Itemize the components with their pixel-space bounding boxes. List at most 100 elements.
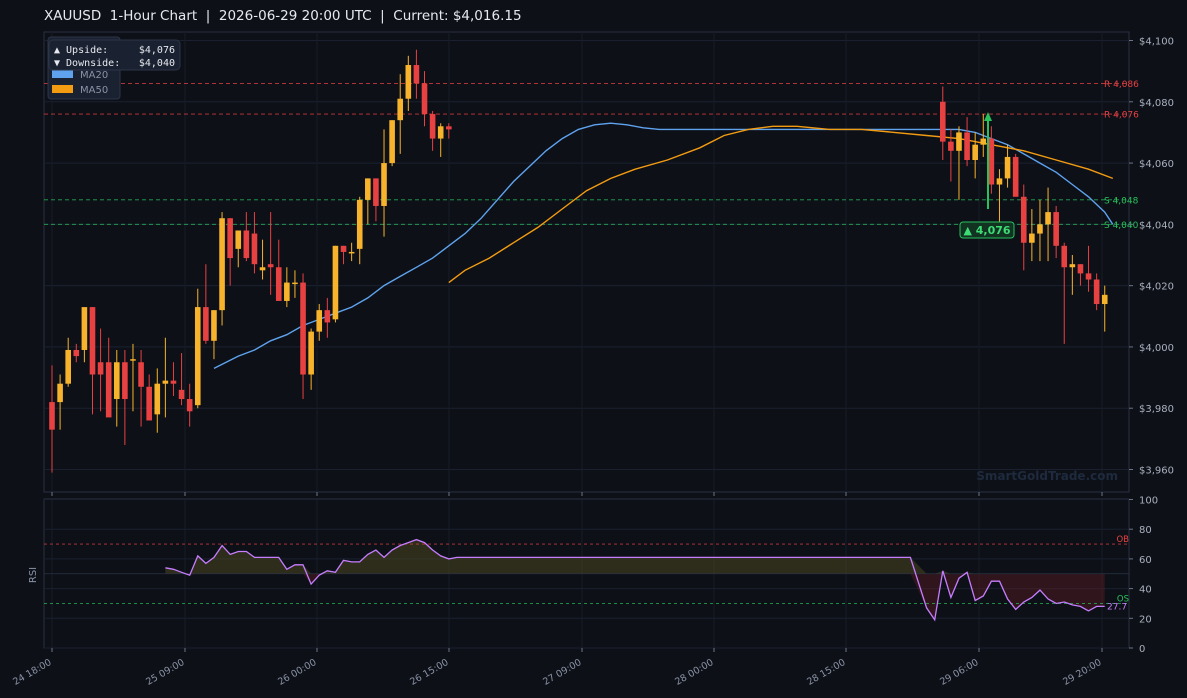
candle-body xyxy=(332,245,339,320)
candle-body xyxy=(162,380,169,384)
candle-body xyxy=(219,218,225,311)
candle-body xyxy=(1093,279,1100,305)
price-tick-label: $4,100 xyxy=(1139,37,1174,48)
time-tick-label: 29 06:00 xyxy=(938,657,980,688)
candle-body xyxy=(65,349,71,384)
candle-body xyxy=(1020,196,1027,243)
candle-body xyxy=(340,245,347,252)
candle-body xyxy=(89,307,96,375)
candle-body xyxy=(275,267,282,301)
candle-body xyxy=(988,138,995,185)
candle-body xyxy=(397,98,404,121)
candle-body xyxy=(381,163,387,206)
candle-body xyxy=(429,114,436,139)
candle-body xyxy=(211,310,217,341)
oversold-label: OS xyxy=(1117,594,1129,604)
candle-body xyxy=(1053,212,1059,246)
downside-value: $4,040 xyxy=(139,58,175,69)
info-box: MA20 MA50 ▲ Upside: $4,076 ▼ Downside: $… xyxy=(47,36,181,100)
candle-body xyxy=(972,144,978,161)
time-tick-label: 27 09:00 xyxy=(541,657,583,688)
candle-body xyxy=(413,65,420,84)
candle-body xyxy=(1029,233,1035,243)
time-tick-label: 26 15:00 xyxy=(408,657,450,688)
candle-body xyxy=(113,362,120,400)
candle-body xyxy=(186,399,193,412)
candle-body xyxy=(365,178,371,200)
candle-body xyxy=(235,230,242,249)
candle-body xyxy=(284,282,290,301)
legend-ma20: MA20 xyxy=(80,70,108,81)
candle-body xyxy=(178,389,185,400)
target-annotation: ▲ 4,076 xyxy=(959,112,1015,239)
candlesticks xyxy=(49,49,1108,473)
candle-body xyxy=(1037,224,1043,234)
rsi-last-value: 27.7 xyxy=(1107,602,1127,612)
candle-body xyxy=(446,126,452,130)
candle-body xyxy=(1085,273,1092,280)
price-axis: $3,960 $3,980 $4,000 $4,020 $4,040 $4,060 $4,0… xyxy=(1129,37,1174,477)
time-tick-label: 29 20:00 xyxy=(1061,657,1103,688)
candle-body xyxy=(356,199,363,249)
price-tick-label: $4,020 xyxy=(1139,282,1174,293)
price-tick-label: $4,000 xyxy=(1139,343,1174,354)
candle-body xyxy=(267,264,274,268)
candle-body xyxy=(956,132,962,151)
rsi-tick-label: 100 xyxy=(1139,496,1158,507)
candle-body xyxy=(122,362,128,400)
time-tick-label: 25 09:00 xyxy=(144,657,186,688)
candle-body xyxy=(1069,264,1076,268)
candle-body xyxy=(194,307,201,406)
rsi-axis-label: RSI xyxy=(28,567,39,583)
target-label: ▲ 4,076 xyxy=(963,224,1010,237)
candle-body xyxy=(389,120,395,164)
candle-body xyxy=(348,251,355,254)
candle-body xyxy=(203,307,209,341)
candle-body xyxy=(1101,294,1108,305)
rsi-levels: OB OS xyxy=(44,535,1129,604)
level-label: S 4,040 xyxy=(1104,221,1139,231)
candle-body xyxy=(996,178,1003,185)
candle-body xyxy=(1004,156,1011,179)
candle-body xyxy=(81,307,88,350)
rsi-fill-lower xyxy=(165,573,1105,620)
candle-body xyxy=(292,282,298,285)
level-label: R 4,086 xyxy=(1104,80,1139,90)
candle-body xyxy=(105,362,112,418)
candle-body xyxy=(405,65,412,99)
candle-body xyxy=(308,331,314,375)
upside-label: ▲ Upside: xyxy=(54,45,108,56)
target-arrowhead xyxy=(984,112,992,122)
candle-body xyxy=(300,282,306,375)
candle-body xyxy=(227,218,233,259)
price-panel xyxy=(43,31,1130,493)
candle-body xyxy=(154,383,161,415)
candle-body xyxy=(243,230,250,259)
level-label: S 4,048 xyxy=(1104,196,1139,206)
price-tick-label: $3,960 xyxy=(1139,466,1174,477)
candle-body xyxy=(259,267,266,271)
candle-body xyxy=(57,383,63,403)
rsi-tick-label: 60 xyxy=(1139,555,1152,566)
price-tick-label: $3,980 xyxy=(1139,404,1174,415)
price-tick-label: $4,060 xyxy=(1139,159,1174,170)
price-tick-label: $4,080 xyxy=(1139,98,1174,109)
rsi-tick-label: 40 xyxy=(1139,585,1152,596)
rsi-fill-upper xyxy=(165,539,1105,574)
level-label: R 4,076 xyxy=(1104,111,1139,121)
chart-title: XAUUSD 1-Hour Chart | 2026-06-29 20:00 U… xyxy=(44,8,522,24)
time-tick-label: 24 18:00 xyxy=(11,657,53,688)
candle-body xyxy=(373,178,379,206)
candle-body xyxy=(97,362,104,375)
candle-body xyxy=(251,233,258,265)
time-tick-label: 28 00:00 xyxy=(673,657,715,688)
price-tick-label: $4,040 xyxy=(1139,220,1174,231)
candle-body xyxy=(316,310,323,332)
candle-body xyxy=(964,132,970,161)
candle-body xyxy=(324,310,331,323)
candle-body xyxy=(421,83,428,115)
upside-value: $4,076 xyxy=(139,45,175,56)
rsi-axis: 0 20 40 60 80 100 xyxy=(1129,496,1158,655)
candle-body xyxy=(948,141,954,151)
